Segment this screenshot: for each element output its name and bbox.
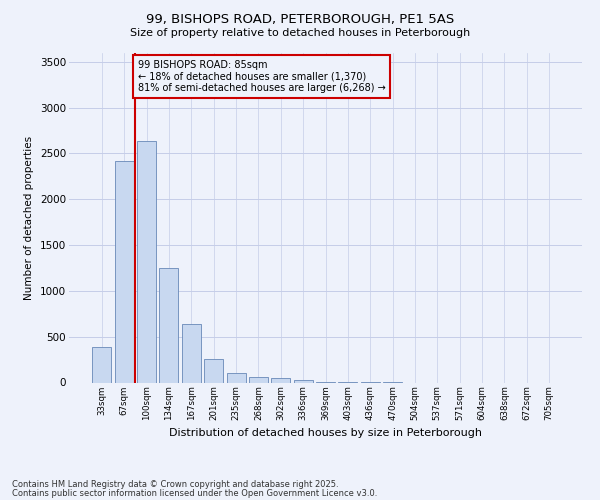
Bar xyxy=(115,160,134,382)
Bar xyxy=(182,324,201,382)
Bar xyxy=(293,380,313,382)
Text: Size of property relative to detached houses in Peterborough: Size of property relative to detached ho… xyxy=(130,28,470,38)
Text: 99 BISHOPS ROAD: 85sqm
← 18% of detached houses are smaller (1,370)
81% of semi-: 99 BISHOPS ROAD: 85sqm ← 18% of detached… xyxy=(137,60,385,93)
Bar xyxy=(160,268,178,382)
Y-axis label: Number of detached properties: Number of detached properties xyxy=(25,136,34,300)
Bar xyxy=(227,373,245,382)
Text: 99, BISHOPS ROAD, PETERBOROUGH, PE1 5AS: 99, BISHOPS ROAD, PETERBOROUGH, PE1 5AS xyxy=(146,12,454,26)
Text: Contains HM Land Registry data © Crown copyright and database right 2025.: Contains HM Land Registry data © Crown c… xyxy=(12,480,338,489)
Text: Contains public sector information licensed under the Open Government Licence v3: Contains public sector information licen… xyxy=(12,488,377,498)
Bar xyxy=(271,378,290,382)
Bar xyxy=(137,142,156,382)
Bar xyxy=(92,347,112,382)
X-axis label: Distribution of detached houses by size in Peterborough: Distribution of detached houses by size … xyxy=(169,428,482,438)
Bar xyxy=(249,377,268,382)
Bar xyxy=(204,358,223,382)
